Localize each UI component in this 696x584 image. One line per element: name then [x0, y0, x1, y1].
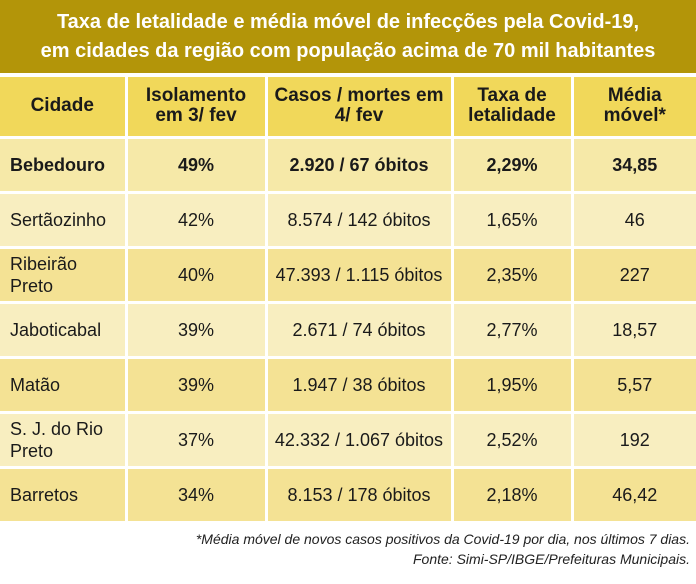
title-banner: Taxa de letalidade e média móvel de infe…: [0, 0, 696, 73]
cell-cidade: Ribeirão Preto: [0, 247, 128, 304]
cell-casos-mortes: 1.947 / 38 óbitos: [266, 357, 454, 414]
cell-media-movel: 46,42: [572, 467, 696, 524]
cell-casos-mortes: 47.393 / 1.115 óbitos: [266, 247, 454, 304]
cell-isolamento: 39%: [126, 302, 268, 359]
footnote-source: Fonte: Simi-SP/IBGE/Prefeituras Municipa…: [413, 551, 690, 567]
cell-cidade: Matão: [0, 357, 128, 414]
table-row: Barretos 34% 8.153 / 178 óbitos 2,18% 46…: [0, 467, 696, 524]
header-cidade: Cidade: [0, 77, 128, 139]
cell-casos-mortes: 8.153 / 178 óbitos: [266, 467, 454, 524]
cell-taxa-letalidade: 2,29%: [452, 137, 574, 194]
cell-cidade: S. J. do Rio Preto: [0, 412, 128, 469]
cell-casos-mortes: 8.574 / 142 óbitos: [266, 192, 454, 249]
data-table: Cidade Isolamento em 3/ fev Casos / mort…: [0, 77, 696, 524]
cell-media-movel: 46: [572, 192, 696, 249]
cell-casos-mortes: 2.920 / 67 óbitos: [266, 137, 454, 194]
cell-taxa-letalidade: 2,18%: [452, 467, 574, 524]
cell-cidade: Sertãozinho: [0, 192, 128, 249]
cell-media-movel: 34,85: [572, 137, 696, 194]
table-row: Jaboticabal 39% 2.671 / 74 óbitos 2,77% …: [0, 302, 696, 359]
cell-isolamento: 40%: [126, 247, 268, 304]
cell-taxa-letalidade: 2,35%: [452, 247, 574, 304]
cell-media-movel: 18,57: [572, 302, 696, 359]
cell-isolamento: 42%: [126, 192, 268, 249]
cell-isolamento: 49%: [126, 137, 268, 194]
cell-taxa-letalidade: 1,95%: [452, 357, 574, 414]
cell-cidade: Barretos: [0, 467, 128, 524]
cell-media-movel: 5,57: [572, 357, 696, 414]
table-row: S. J. do Rio Preto 37% 42.332 / 1.067 ób…: [0, 412, 696, 469]
cell-media-movel: 192: [572, 412, 696, 469]
cell-isolamento: 39%: [126, 357, 268, 414]
table-header-row: Cidade Isolamento em 3/ fev Casos / mort…: [0, 77, 696, 139]
cell-cidade: Jaboticabal: [0, 302, 128, 359]
cell-taxa-letalidade: 1,65%: [452, 192, 574, 249]
cell-casos-mortes: 42.332 / 1.067 óbitos: [266, 412, 454, 469]
table-row: Bebedouro 49% 2.920 / 67 óbitos 2,29% 34…: [0, 137, 696, 194]
header-taxa-letalidade: Taxa de letalidade: [452, 77, 574, 139]
table-row: Matão 39% 1.947 / 38 óbitos 1,95% 5,57: [0, 357, 696, 414]
table-row: Ribeirão Preto 40% 47.393 / 1.115 óbitos…: [0, 247, 696, 304]
cell-media-movel: 227: [572, 247, 696, 304]
cell-taxa-letalidade: 2,77%: [452, 302, 574, 359]
table-row: Sertãozinho 42% 8.574 / 142 óbitos 1,65%…: [0, 192, 696, 249]
cell-isolamento: 34%: [126, 467, 268, 524]
cell-casos-mortes: 2.671 / 74 óbitos: [266, 302, 454, 359]
header-media-movel: Média móvel*: [572, 77, 696, 139]
footnote-media-movel: *Média móvel de novos casos positivos da…: [195, 531, 690, 547]
header-casos-mortes: Casos / mortes em 4/ fev: [266, 77, 454, 139]
cell-isolamento: 37%: [126, 412, 268, 469]
cell-taxa-letalidade: 2,52%: [452, 412, 574, 469]
title-line-1: Taxa de letalidade e média móvel de infe…: [56, 10, 640, 33]
cell-cidade: Bebedouro: [0, 137, 128, 194]
header-isolamento: Isolamento em 3/ fev: [126, 77, 268, 139]
title-line-2: em cidades da região com população acima…: [40, 39, 656, 62]
